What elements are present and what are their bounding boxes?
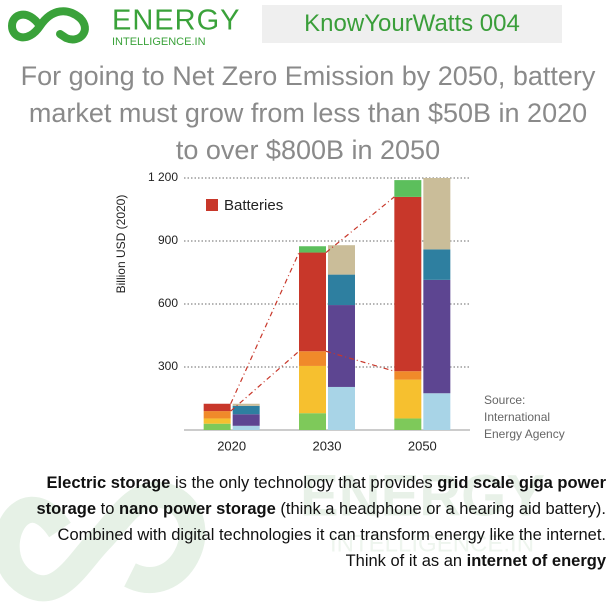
bar-segment xyxy=(394,379,422,419)
body-text: Electric storage is the only technology … xyxy=(30,470,606,574)
text: to xyxy=(96,500,119,518)
bar-segment xyxy=(328,386,355,430)
bold-text: grid scale giga power storage xyxy=(36,474,606,518)
logo-name: ENERGY xyxy=(112,5,240,37)
bar-segment xyxy=(203,403,231,412)
bar-segment xyxy=(394,371,422,380)
bar-segment xyxy=(423,249,451,280)
x-tick-label: 2050 xyxy=(408,438,437,453)
x-tick-label: 2020 xyxy=(217,438,246,453)
bar-segment xyxy=(203,418,231,424)
bar-segment xyxy=(232,425,260,430)
text: is the only technology that provides xyxy=(170,474,438,492)
connector xyxy=(230,350,300,412)
y-tick-label: 1 200 xyxy=(148,170,178,184)
watermark-domain: INTELLIGENCE.IN xyxy=(330,530,534,557)
y-tick-label: 300 xyxy=(158,359,178,373)
bar-segment xyxy=(203,423,231,430)
bar-segment xyxy=(299,351,326,366)
bar-segment xyxy=(423,393,451,430)
watermark-name: ENERGY xyxy=(300,463,545,528)
bar-segment xyxy=(394,180,422,197)
source: Source: International Energy Agency xyxy=(484,393,565,441)
x-tick-label: 2030 xyxy=(313,438,342,453)
bar-segment xyxy=(299,413,326,430)
connector xyxy=(325,196,395,254)
tag: KnowYourWatts 004 xyxy=(262,5,562,43)
bar-segment xyxy=(232,403,260,406)
logo-icon xyxy=(56,14,89,44)
bold-text: nano power storage xyxy=(119,500,276,518)
watermark-logo xyxy=(0,481,206,602)
connector xyxy=(230,252,300,404)
y-axis-label: Billion USD (2020) xyxy=(114,195,128,294)
bar-segment xyxy=(203,411,231,419)
bar-segment xyxy=(328,274,355,306)
bar-segment xyxy=(394,418,422,430)
legend-label: Batteries xyxy=(224,197,283,214)
bar-segment xyxy=(423,178,451,250)
text: (think a headphone or a hearing aid batt… xyxy=(57,500,606,570)
bar-segment xyxy=(328,305,355,387)
bold-text: Electric storage xyxy=(46,474,171,492)
y-tick-label: 900 xyxy=(158,233,178,247)
bar-segment xyxy=(423,279,451,394)
y-tick-label: 600 xyxy=(158,296,178,310)
bar-segment xyxy=(232,405,260,415)
logo-icon xyxy=(7,7,84,42)
legend-swatch xyxy=(206,199,218,211)
bar-segment xyxy=(299,365,326,414)
logo-domain: INTELLIGENCE.IN xyxy=(112,36,206,48)
bar-segment xyxy=(394,196,422,372)
bold-text: internet of energy xyxy=(466,552,606,570)
bar-segment xyxy=(328,245,355,275)
bar-segment xyxy=(299,246,326,253)
headline: For going to Net Zero Emission by 2050, … xyxy=(20,61,596,165)
bar-segment xyxy=(299,252,326,352)
bar-segment xyxy=(232,414,260,426)
